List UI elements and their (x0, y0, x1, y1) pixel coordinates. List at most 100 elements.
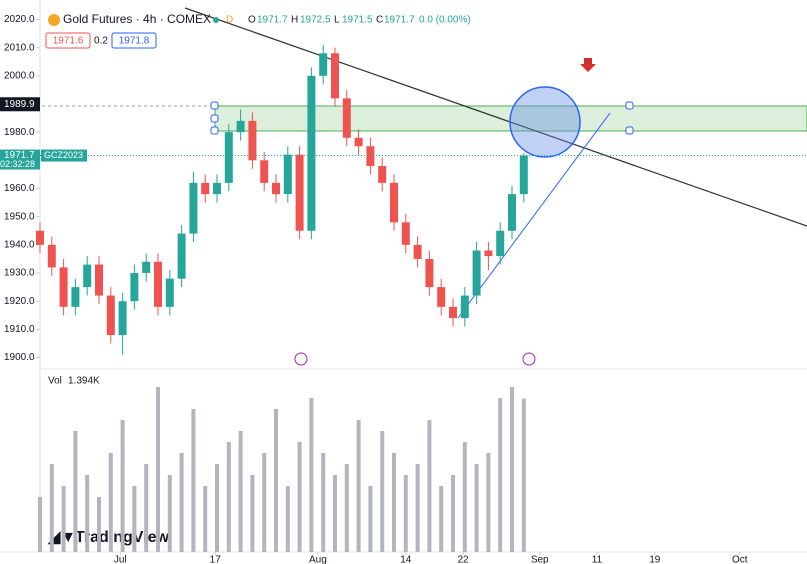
handle[interactable] (210, 101, 219, 110)
handle[interactable] (210, 126, 219, 135)
volume-bar (462, 442, 467, 552)
x-tick-label: Sep (531, 555, 549, 564)
candle-body (307, 75, 316, 231)
candle-body (59, 267, 68, 307)
volume-bar (321, 453, 326, 552)
volume-bar (309, 398, 314, 552)
candle-body (354, 137, 363, 147)
spread: 0.2 (94, 36, 108, 47)
circle-drawing[interactable] (509, 86, 581, 158)
volume-bar (85, 475, 90, 552)
candle-body (484, 250, 493, 257)
symbol-label: GCZ2023 (44, 150, 83, 160)
candle-body (260, 160, 269, 183)
candle-body (165, 278, 174, 307)
ask: 1971.8 (119, 36, 150, 47)
volume-bar (486, 453, 491, 552)
handle[interactable] (625, 126, 634, 135)
volume-bar (356, 420, 361, 552)
event-icon[interactable] (294, 352, 308, 366)
volume-bar (215, 464, 219, 552)
x-tick-label: 22 (457, 555, 469, 564)
x-tick-label: 14 (400, 555, 412, 564)
ohlc-value: 1972.5 (300, 15, 331, 26)
volume-bar (203, 486, 208, 552)
y-tick-label: 1920.0 (4, 296, 35, 307)
volume-bar (226, 442, 231, 552)
buy-box[interactable] (111, 32, 157, 49)
y-tick-label: 2000.0 (4, 70, 35, 81)
volume-value: 1.394K (68, 376, 100, 387)
ohlc-value: 1971.5 (342, 15, 373, 26)
candle-body (71, 287, 80, 307)
candle-body (295, 154, 304, 231)
candle-body (130, 273, 139, 302)
handle[interactable] (210, 114, 219, 123)
volume-bar (344, 464, 349, 552)
candle-body (390, 182, 398, 223)
trend-line[interactable] (457, 112, 611, 319)
y-tick-label: 1980.0 (4, 127, 35, 138)
volume-bar (403, 475, 408, 552)
volume-bar (132, 486, 137, 552)
x-tick-label: Jul (114, 555, 127, 564)
x-tick-label: Oct (732, 555, 748, 564)
volume-bar (61, 486, 66, 552)
candle-body (213, 182, 221, 195)
volume-bar (108, 453, 113, 552)
candle-body (154, 261, 162, 307)
volume-bar (427, 420, 432, 552)
candle-body (331, 53, 339, 99)
volume-bar (474, 464, 479, 552)
candle-body (319, 53, 328, 76)
candle-body (177, 233, 186, 279)
delay-badge[interactable]: D (226, 15, 233, 26)
candle-body (449, 306, 457, 319)
candle-body (342, 98, 351, 138)
x-tick-label: 19 (649, 555, 661, 564)
candle-body (460, 295, 469, 319)
y-tick-label: 1960.0 (4, 183, 35, 194)
volume-bar (167, 475, 172, 552)
volume-title: Vol (48, 376, 62, 387)
x-tick-label: 17 (210, 555, 222, 564)
candle-body (413, 244, 422, 259)
symbol-title[interactable]: Gold Futures · 4h · COMEX (63, 12, 211, 26)
ohlc-label: C (376, 15, 383, 26)
volume-bar (415, 464, 420, 552)
candle-body (83, 264, 92, 288)
candle-body (189, 182, 198, 234)
candle-body (425, 258, 434, 288)
volume-bar (297, 442, 302, 552)
y-tick-label: 1900.0 (4, 352, 35, 363)
candle-body (272, 182, 280, 195)
volume-bar (191, 409, 196, 552)
handles (210, 101, 634, 135)
candle-body (248, 120, 257, 161)
event-icon[interactable] (522, 352, 536, 366)
volume-bar (97, 497, 101, 552)
handle[interactable] (625, 101, 634, 110)
y-tick-label: 1950.0 (4, 211, 35, 222)
trend-line[interactable] (184, 7, 807, 227)
ohlc: O 1971.7 H 1972.5 L 1971.5 C 1971.7 0.0 … (248, 15, 471, 26)
y-tick-label: 2020.0 (4, 14, 35, 25)
candle-body (36, 230, 44, 245)
status-dot (213, 17, 219, 23)
ohlc-value: 1971.7 (384, 15, 415, 26)
symbol-box (41, 149, 87, 162)
candle-body (201, 182, 210, 195)
candle-body (401, 222, 410, 245)
volume-bar (498, 398, 503, 552)
volume-bar (285, 486, 290, 552)
candle-body (236, 120, 245, 133)
watermark-logo: ◢▼ (47, 529, 76, 546)
volume-bar (250, 475, 255, 552)
candle-body (437, 287, 446, 307)
last-price-box (0, 149, 40, 170)
ohlc-value: 1971.7 (257, 15, 288, 26)
arrow-down[interactable] (580, 58, 596, 72)
sell-box[interactable] (45, 32, 91, 49)
volume-bar (156, 387, 160, 552)
volume-bar (333, 475, 337, 552)
